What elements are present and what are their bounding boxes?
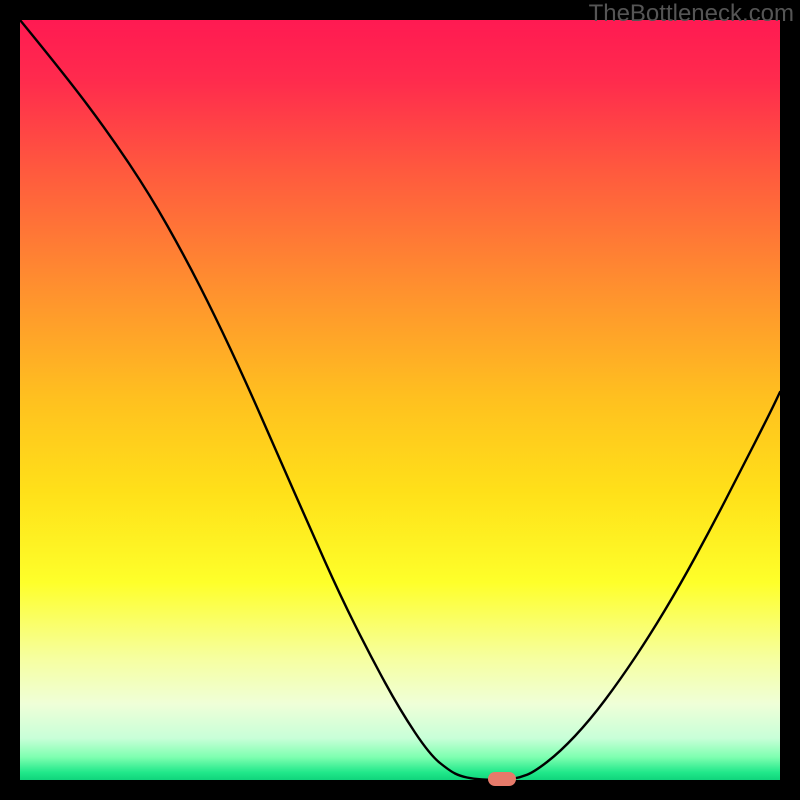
curve-layer [20, 20, 780, 780]
watermark-text: TheBottleneck.com [589, 0, 794, 28]
plot-area [20, 20, 780, 780]
minimum-marker [488, 772, 516, 786]
chart-stage: TheBottleneck.com [0, 0, 800, 800]
